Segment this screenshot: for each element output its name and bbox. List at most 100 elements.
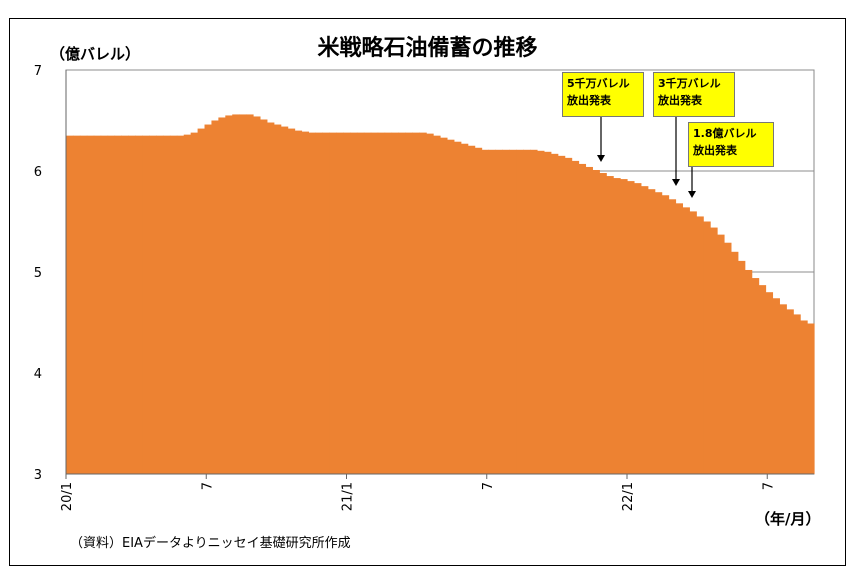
area-bar bbox=[613, 178, 621, 474]
area-bar bbox=[543, 151, 552, 474]
area-bar bbox=[523, 149, 531, 475]
area-bar bbox=[79, 135, 88, 474]
y-tick-label: 7 bbox=[34, 64, 42, 79]
area-bar bbox=[370, 132, 379, 474]
area-bar bbox=[86, 135, 95, 474]
area-bar bbox=[488, 149, 497, 475]
area-bar bbox=[689, 211, 697, 474]
area-bar bbox=[426, 133, 434, 474]
area-bar bbox=[668, 199, 677, 474]
area-bar bbox=[204, 124, 213, 474]
annotation-line: 放出発表 bbox=[567, 94, 611, 107]
area-bar bbox=[772, 298, 780, 474]
x-tick-label: 22/1 bbox=[621, 482, 636, 511]
area-bar bbox=[744, 269, 753, 474]
area-bar bbox=[460, 143, 469, 475]
area-bar bbox=[633, 183, 642, 474]
annotation-arrow-head bbox=[597, 155, 605, 162]
area-bar bbox=[481, 149, 490, 475]
area-bar bbox=[280, 126, 289, 474]
x-tick-label: 7 bbox=[481, 482, 496, 490]
area-bar bbox=[571, 160, 580, 474]
area-bar bbox=[765, 292, 774, 474]
x-tick-label: 21/1 bbox=[341, 482, 356, 511]
area-bar bbox=[779, 304, 787, 474]
area-bar bbox=[557, 155, 566, 474]
area-bar bbox=[398, 132, 406, 474]
area-bar bbox=[329, 132, 337, 474]
area-bar bbox=[93, 135, 102, 474]
area-bar bbox=[128, 135, 136, 474]
area-bar bbox=[72, 135, 81, 474]
area-bar bbox=[446, 139, 455, 474]
area-bar bbox=[654, 192, 663, 474]
area-bar bbox=[253, 116, 261, 475]
area-bar bbox=[682, 207, 690, 475]
area-bar bbox=[440, 137, 448, 475]
area-bar bbox=[730, 251, 739, 474]
y-tick-label: 3 bbox=[34, 468, 42, 483]
area-bar bbox=[156, 135, 164, 474]
area-bar bbox=[225, 115, 233, 474]
annotation-arrow-head bbox=[688, 191, 696, 198]
area-bar bbox=[259, 119, 268, 475]
area-bar bbox=[723, 242, 732, 474]
area-bar bbox=[218, 117, 226, 474]
area-bar bbox=[384, 132, 393, 474]
area-bar bbox=[758, 285, 767, 474]
area-bar bbox=[211, 120, 219, 474]
area-bar bbox=[751, 278, 760, 474]
area-bar bbox=[322, 132, 330, 474]
area-bar bbox=[800, 320, 808, 474]
area-bar bbox=[467, 145, 476, 474]
area-bar bbox=[142, 135, 150, 474]
area-bar bbox=[592, 169, 600, 475]
annotation-30m-barrels: 3千万バレル 放出発表 bbox=[653, 72, 735, 117]
x-tick-label: 7 bbox=[200, 482, 215, 490]
area-bar bbox=[377, 132, 386, 474]
area-bar bbox=[606, 176, 614, 475]
area-bar bbox=[135, 135, 143, 474]
area-bar bbox=[190, 132, 199, 474]
area-bar bbox=[349, 132, 358, 474]
area-bar bbox=[266, 122, 275, 475]
area-bar bbox=[620, 179, 628, 474]
area-bar bbox=[66, 135, 74, 474]
area-bar bbox=[419, 132, 427, 474]
area-bar bbox=[343, 132, 351, 474]
area-bar bbox=[114, 135, 123, 474]
annotation-50m-barrels: 5千万バレル 放出発表 bbox=[562, 72, 644, 117]
area-bar bbox=[786, 309, 794, 474]
area-bar bbox=[246, 114, 254, 474]
x-axis-unit-label: （年/月） bbox=[755, 510, 821, 528]
area-bar bbox=[627, 181, 635, 474]
area-bar bbox=[502, 149, 510, 475]
chart-title: 米戦略石油備蓄の推移 bbox=[317, 36, 538, 61]
area-bar bbox=[530, 149, 538, 475]
area-bar bbox=[356, 132, 365, 474]
area-bar bbox=[536, 150, 545, 475]
area-bar bbox=[578, 163, 587, 474]
area-bar bbox=[433, 135, 441, 474]
area-bar bbox=[550, 153, 559, 474]
area-bar bbox=[197, 128, 206, 474]
annotation-line: 3千万バレル bbox=[658, 77, 721, 90]
area-bar bbox=[315, 132, 323, 474]
area-bar bbox=[162, 135, 171, 474]
area-bar bbox=[509, 149, 517, 475]
y-tick-label: 6 bbox=[34, 165, 42, 180]
annotation-line: 5千万バレル bbox=[567, 77, 630, 90]
area-bar bbox=[301, 131, 310, 475]
area-bar bbox=[717, 234, 725, 474]
x-tick-label: 7 bbox=[761, 482, 776, 490]
area-bar bbox=[294, 130, 303, 474]
area-bar bbox=[675, 203, 684, 474]
area-bar bbox=[647, 189, 656, 474]
area-bar bbox=[308, 132, 316, 474]
y-axis-unit-label: （億バレル） bbox=[50, 45, 141, 63]
y-tick-label: 4 bbox=[34, 367, 42, 382]
area-bar bbox=[564, 157, 573, 474]
area-bar bbox=[703, 221, 711, 474]
area-bar bbox=[273, 124, 282, 474]
